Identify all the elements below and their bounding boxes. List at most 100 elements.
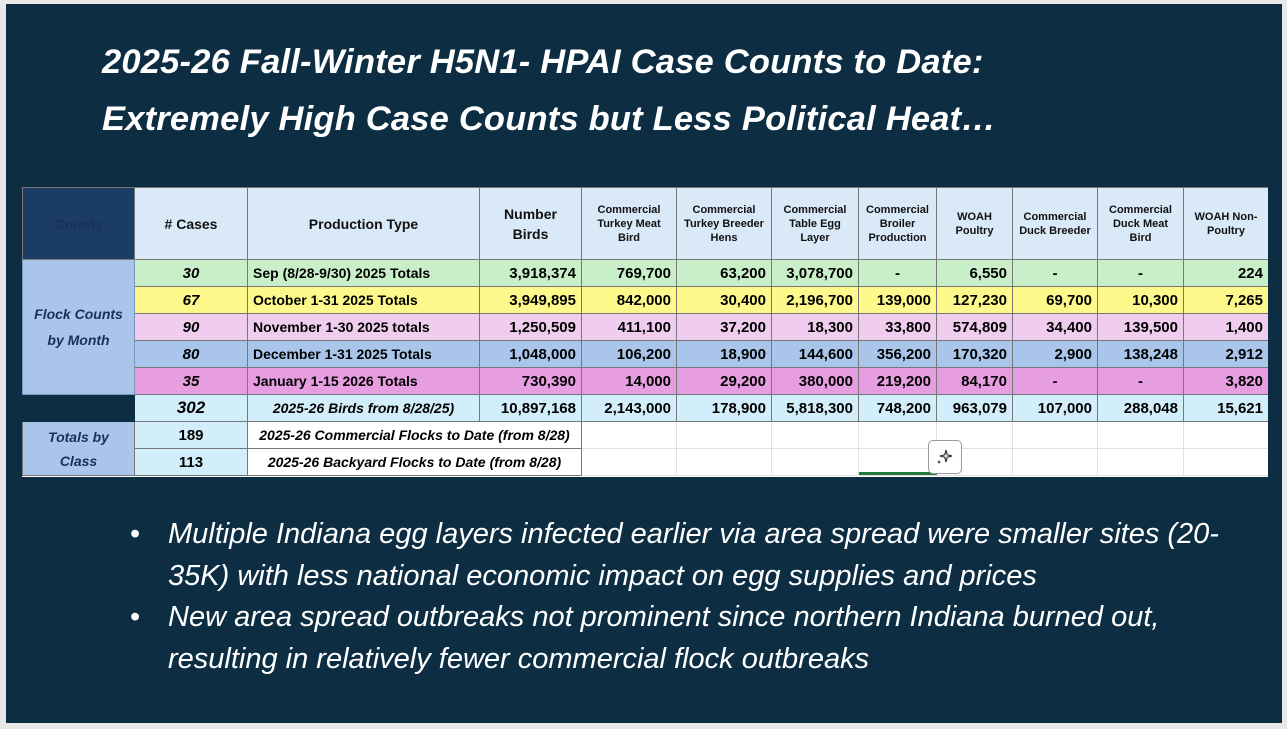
- row-value: 2,196,700: [771, 286, 859, 314]
- header-cases: # Cases: [134, 187, 248, 260]
- row-value: 3,918,374: [479, 259, 582, 287]
- empty-cell[interactable]: [1097, 448, 1184, 476]
- empty-cell[interactable]: [858, 448, 937, 476]
- table-row: 80 December 1-31 2025 Totals 1,048,000 106,…: [23, 340, 1268, 368]
- class-cases: 113: [134, 448, 248, 476]
- row-value: -: [1012, 259, 1098, 287]
- header-woah-poultry: WOAH Poultry: [936, 187, 1013, 260]
- bullet-list: • Multiple Indiana egg layers infected ea…: [126, 514, 1246, 680]
- empty-cell[interactable]: [771, 421, 859, 449]
- total-value: 107,000: [1012, 394, 1098, 422]
- row-production-type: November 1-30 2025 totals: [247, 313, 480, 341]
- row-value: 69,700: [1012, 286, 1098, 314]
- empty-cell[interactable]: [581, 448, 677, 476]
- row-value: 6,550: [936, 259, 1013, 287]
- totals-by-class-label: Totals by Class: [22, 421, 135, 476]
- row-value: 3,949,895: [479, 286, 582, 314]
- header-woah-non-poultry: WOAH Non-Poultry: [1183, 187, 1268, 260]
- row-value: 84,170: [936, 367, 1013, 395]
- bullet-text: New area spread outbreaks not prominent …: [168, 601, 1160, 675]
- row-value: 34,400: [1012, 313, 1098, 341]
- total-value: 178,900: [676, 394, 772, 422]
- empty-cell[interactable]: [1183, 421, 1268, 449]
- row-value: 7,265: [1183, 286, 1268, 314]
- row-value: 2,912: [1183, 340, 1268, 368]
- row-production-type: December 1-31 2025 Totals: [247, 340, 480, 368]
- row-value: 411,100: [581, 313, 677, 341]
- row-production-type: October 1-31 2025 Totals: [247, 286, 480, 314]
- sparkle-icon-glyph: [937, 449, 953, 464]
- title-line-2: Extremely High Case Counts but Less Poli…: [102, 100, 997, 138]
- empty-cell[interactable]: [1097, 421, 1184, 449]
- row-value: 2,900: [1012, 340, 1098, 368]
- row-value: 380,000: [771, 367, 859, 395]
- row-value: 29,200: [676, 367, 772, 395]
- row-value: 170,320: [936, 340, 1013, 368]
- empty-cell[interactable]: [1012, 448, 1098, 476]
- row-value: 3,078,700: [771, 259, 859, 287]
- bullet-marker: •: [130, 601, 141, 633]
- empty-cell[interactable]: [1183, 448, 1268, 476]
- row-value: 10,300: [1097, 286, 1184, 314]
- empty-cell[interactable]: [581, 421, 677, 449]
- total-value: 10,897,168: [479, 394, 582, 422]
- header-duck-breeder: Commercial Duck Breeder: [1012, 187, 1098, 260]
- row-value: 138,248: [1097, 340, 1184, 368]
- total-value: 288,048: [1097, 394, 1184, 422]
- total-value: 963,079: [936, 394, 1013, 422]
- total-value: 15,621: [1183, 394, 1268, 422]
- bullet-item: • New area spread outbreaks not prominent…: [126, 597, 1246, 680]
- row-value: 769,700: [581, 259, 677, 287]
- row-production-type: January 1-15 2026 Totals: [247, 367, 480, 395]
- row-value: 18,300: [771, 313, 859, 341]
- total-value: 748,200: [858, 394, 937, 422]
- total-value: 5,818,300: [771, 394, 859, 422]
- header-production-type: Production Type: [247, 187, 480, 260]
- table-header-row: County # Cases Production Type Number Bi…: [22, 187, 1268, 260]
- table-row: Flock Counts by Month 30 Sep (8/28-9/30) …: [22, 259, 1268, 395]
- total-cases: 302: [134, 394, 248, 422]
- row-value: 224: [1183, 259, 1268, 287]
- row-value: 37,200: [676, 313, 772, 341]
- row-value: 356,200: [858, 340, 937, 368]
- row-value: 219,200: [858, 367, 937, 395]
- row-value: 1,048,000: [479, 340, 582, 368]
- table-row: 67 October 1-31 2025 Totals 3,949,895 842,0…: [23, 286, 1268, 314]
- sparkle-icon[interactable]: [928, 440, 962, 474]
- row-value: 139,000: [858, 286, 937, 314]
- empty-cell[interactable]: [676, 448, 772, 476]
- row-value: 30,400: [676, 286, 772, 314]
- slide: 2025-26 Fall-Winter H5N1- HPAI Case Coun…: [6, 4, 1282, 723]
- row-value: 1,400: [1183, 313, 1268, 341]
- bullet-text: Multiple Indiana egg layers infected ear…: [168, 518, 1219, 592]
- class-label: 2025-26 Commercial Flocks to Date (from …: [247, 421, 582, 449]
- empty-cell[interactable]: [771, 448, 859, 476]
- flock-counts-by-month-label: Flock Counts by Month: [22, 259, 135, 395]
- row-cases: 67: [134, 286, 248, 314]
- empty-cell[interactable]: [1012, 421, 1098, 449]
- row-value: 139,500: [1097, 313, 1184, 341]
- row-value: 730,390: [479, 367, 582, 395]
- header-county: County: [22, 187, 135, 260]
- row-value: 574,809: [936, 313, 1013, 341]
- row-value: -: [1097, 259, 1184, 287]
- row-value: 144,600: [771, 340, 859, 368]
- row-value: -: [1097, 367, 1184, 395]
- bullet-marker: •: [130, 518, 141, 550]
- case-count-table: County # Cases Production Type Number Bi…: [22, 187, 1268, 477]
- empty-cell[interactable]: [858, 421, 937, 449]
- header-broiler-production: Commercial Broiler Production: [858, 187, 937, 260]
- row-cases: 90: [134, 313, 248, 341]
- header-table-egg-layer: Commercial Table Egg Layer: [771, 187, 859, 260]
- cell-selection-indicator: [859, 472, 937, 475]
- row-value: 106,200: [581, 340, 677, 368]
- total-label: 2025-26 Birds from 8/28/25): [247, 394, 480, 422]
- class-row: 113 2025-26 Backyard Flocks to Date (fro…: [23, 448, 1268, 476]
- table-row: 35 January 1-15 2026 Totals 730,390 14,000 2…: [23, 367, 1268, 395]
- header-number-birds: Number Birds: [479, 187, 582, 260]
- row-value: 3,820: [1183, 367, 1268, 395]
- empty-cell[interactable]: [676, 421, 772, 449]
- row-value: 63,200: [676, 259, 772, 287]
- header-duck-meat-bird: Commercial Duck Meat Bird: [1097, 187, 1184, 260]
- class-row: Totals by Class 189 2025-26 Commercial F…: [22, 421, 1268, 476]
